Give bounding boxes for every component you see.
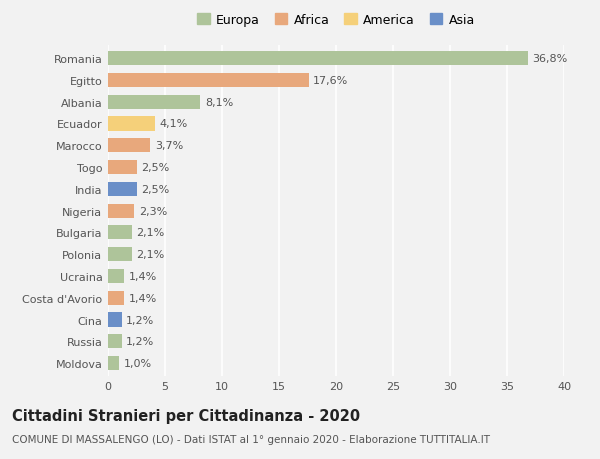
Bar [108, 95, 200, 110]
Text: 4,1%: 4,1% [160, 119, 188, 129]
Bar [108, 52, 527, 66]
Text: 1,4%: 1,4% [128, 271, 157, 281]
Bar [108, 226, 132, 240]
Text: 2,5%: 2,5% [141, 162, 169, 173]
Text: 2,5%: 2,5% [141, 185, 169, 195]
Text: 1,4%: 1,4% [128, 293, 157, 303]
Bar [108, 161, 137, 175]
Text: 8,1%: 8,1% [205, 97, 233, 107]
Bar [108, 139, 150, 153]
Bar [108, 73, 308, 88]
Bar [108, 269, 124, 284]
Bar [108, 313, 122, 327]
Bar [108, 117, 155, 131]
Text: 1,2%: 1,2% [126, 315, 154, 325]
Text: 2,3%: 2,3% [139, 206, 167, 216]
Text: 17,6%: 17,6% [313, 76, 349, 86]
Bar [108, 204, 134, 218]
Bar [108, 356, 119, 370]
Text: 1,0%: 1,0% [124, 358, 152, 368]
Bar [108, 335, 122, 349]
Bar [108, 247, 132, 262]
Text: 2,1%: 2,1% [137, 250, 165, 260]
Text: 1,2%: 1,2% [126, 336, 154, 347]
Bar [108, 291, 124, 305]
Bar [108, 182, 137, 196]
Text: COMUNE DI MASSALENGO (LO) - Dati ISTAT al 1° gennaio 2020 - Elaborazione TUTTITA: COMUNE DI MASSALENGO (LO) - Dati ISTAT a… [12, 434, 490, 444]
Legend: Europa, Africa, America, Asia: Europa, Africa, America, Asia [197, 13, 475, 27]
Text: Cittadini Stranieri per Cittadinanza - 2020: Cittadini Stranieri per Cittadinanza - 2… [12, 409, 360, 424]
Text: 3,7%: 3,7% [155, 141, 183, 151]
Text: 36,8%: 36,8% [532, 54, 568, 64]
Text: 2,1%: 2,1% [137, 228, 165, 238]
